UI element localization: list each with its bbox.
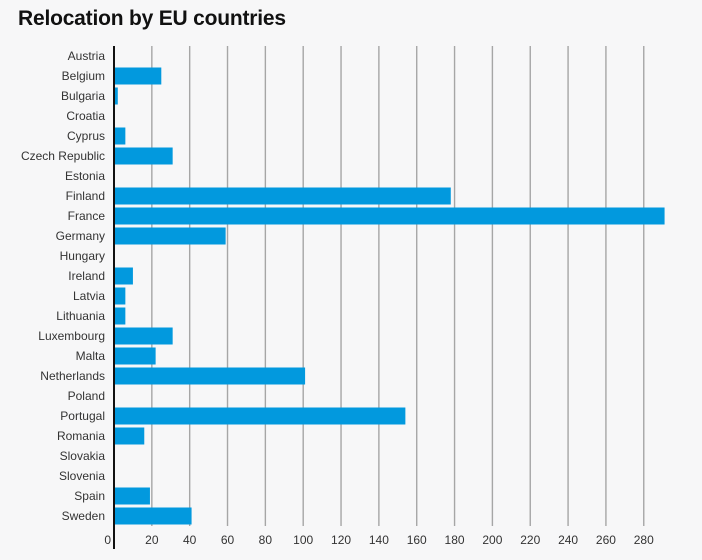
category-label: Cyprus: [67, 129, 105, 143]
category-label: Portugal: [60, 409, 105, 423]
x-tick-label: 20: [145, 533, 159, 547]
category-label: Spain: [74, 489, 105, 503]
category-label: Luxembourg: [38, 329, 105, 343]
bar-france: [114, 207, 665, 225]
category-label: France: [68, 209, 106, 223]
category-label: Lithuania: [56, 309, 105, 323]
category-label: Sweden: [62, 509, 105, 523]
category-label: Hungary: [60, 249, 105, 263]
bar-malta: [114, 347, 156, 365]
category-label: Netherlands: [40, 369, 105, 383]
category-label: Croatia: [66, 109, 105, 123]
x-tick-label: 220: [520, 533, 540, 547]
category-label: Slovakia: [60, 449, 106, 463]
x-tick-label: 0: [104, 533, 111, 547]
x-tick-label: 60: [221, 533, 235, 547]
category-label: Czech Republic: [21, 149, 105, 163]
bar-bulgaria: [114, 87, 118, 105]
category-label: Germany: [56, 229, 105, 243]
category-label: Estonia: [65, 169, 105, 183]
bar-netherlands: [114, 367, 306, 385]
bar-spain: [114, 487, 150, 505]
bar-czech-republic: [114, 147, 173, 165]
bar-lithuania: [114, 307, 126, 325]
bar-ireland: [114, 267, 133, 285]
bar-luxembourg: [114, 327, 173, 345]
x-tick-label: 120: [331, 533, 351, 547]
x-tick-label: 200: [482, 533, 502, 547]
x-tick-label: 240: [558, 533, 578, 547]
bar-sweden: [114, 507, 192, 525]
x-tick-label: 280: [634, 533, 654, 547]
x-tick-label: 40: [183, 533, 197, 547]
bar-germany: [114, 227, 226, 245]
category-label: Romania: [57, 429, 105, 443]
category-label: Ireland: [68, 269, 105, 283]
x-tick-label: 160: [407, 533, 427, 547]
category-label: Finland: [66, 189, 105, 203]
bar-latvia: [114, 287, 126, 305]
x-tick-label: 260: [596, 533, 616, 547]
bar-portugal: [114, 407, 406, 425]
category-label: Belgium: [62, 69, 105, 83]
category-label: Poland: [68, 389, 105, 403]
bar-romania: [114, 427, 145, 445]
category-label: Bulgaria: [61, 89, 105, 103]
x-tick-label: 140: [369, 533, 389, 547]
category-label: Slovenia: [59, 469, 105, 483]
category-labels: Austria Belgium Bulgaria Croatia Cyprus Czech…: [21, 49, 105, 523]
chart-title: Relocation by EU countries: [18, 7, 286, 30]
x-tick-label: 80: [259, 533, 273, 547]
gridlines: [151, 46, 645, 526]
x-tick-label: 100: [293, 533, 313, 547]
bar-finland: [114, 187, 451, 205]
category-label: Malta: [76, 349, 106, 363]
bar-cyprus: [114, 127, 126, 145]
x-tick-label: 180: [445, 533, 465, 547]
bar-belgium: [114, 67, 162, 85]
x-tick-labels: 0 20 40 60 80 100 120 140 160 180 200 220 240 260 280: [104, 533, 654, 547]
category-label: Latvia: [73, 289, 105, 303]
bars: [114, 67, 665, 525]
category-label: Austria: [68, 49, 106, 63]
